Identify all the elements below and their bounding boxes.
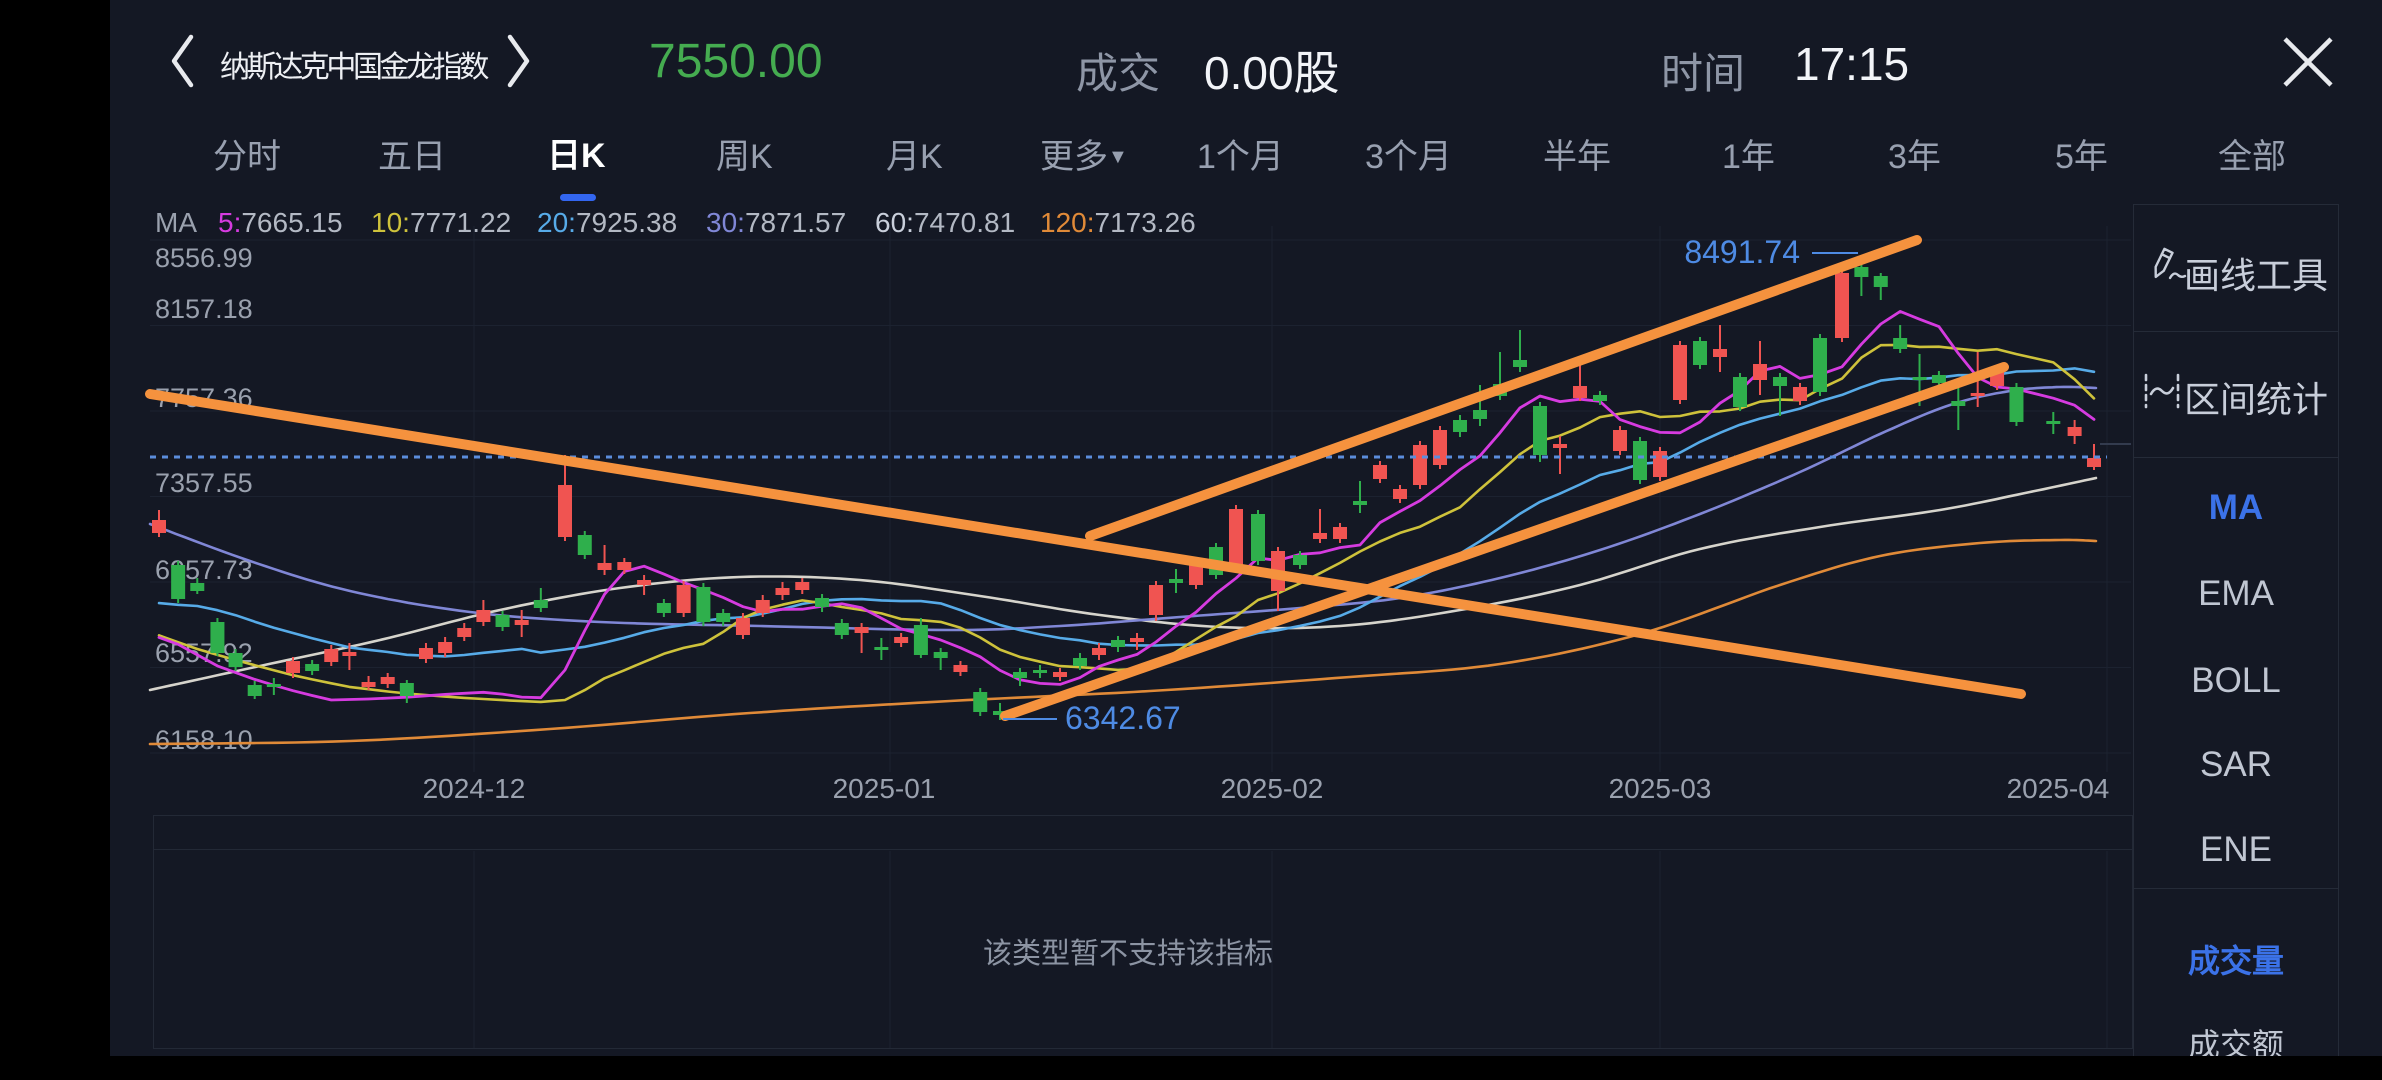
svg-text:20:7925.38: 20:7925.38: [537, 207, 677, 238]
svg-text:2025-03: 2025-03: [1609, 773, 1712, 804]
svg-text:120:7173.26: 120:7173.26: [1040, 207, 1196, 238]
svg-text:8157.18: 8157.18: [155, 294, 253, 324]
svg-text:MA: MA: [155, 207, 197, 238]
svg-text:2025-02: 2025-02: [1221, 773, 1324, 804]
svg-text:2024-12: 2024-12: [423, 773, 526, 804]
svg-text:8556.99: 8556.99: [155, 243, 253, 273]
svg-text:6957.73: 6957.73: [155, 555, 253, 585]
svg-text:5:7665.15: 5:7665.15: [218, 207, 343, 238]
svg-text:8491.74: 8491.74: [1684, 234, 1800, 270]
svg-text:30:7871.57: 30:7871.57: [706, 207, 846, 238]
svg-text:2025-01: 2025-01: [833, 773, 936, 804]
svg-text:2025-04: 2025-04: [2007, 773, 2110, 804]
svg-text:6342.67: 6342.67: [1065, 700, 1181, 736]
svg-text:10:7771.22: 10:7771.22: [371, 207, 511, 238]
svg-text:6158.10: 6158.10: [155, 725, 253, 755]
svg-text:7357.55: 7357.55: [155, 468, 253, 498]
svg-text:60:7470.81: 60:7470.81: [875, 207, 1015, 238]
